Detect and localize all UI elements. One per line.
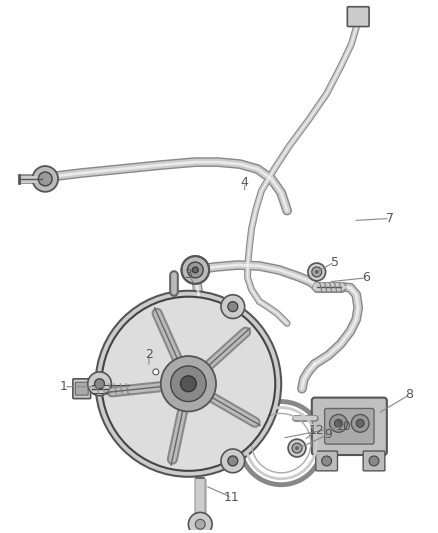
Circle shape bbox=[88, 372, 111, 395]
Circle shape bbox=[38, 172, 52, 186]
Circle shape bbox=[32, 166, 58, 192]
Circle shape bbox=[369, 456, 379, 466]
Circle shape bbox=[315, 270, 319, 274]
Text: 11: 11 bbox=[224, 491, 240, 504]
Text: 7: 7 bbox=[386, 212, 394, 225]
Circle shape bbox=[95, 290, 281, 477]
FancyBboxPatch shape bbox=[316, 451, 337, 471]
Circle shape bbox=[195, 519, 205, 529]
Circle shape bbox=[356, 419, 364, 427]
Text: 1: 1 bbox=[60, 380, 68, 393]
Circle shape bbox=[221, 449, 245, 473]
Circle shape bbox=[161, 356, 216, 411]
Text: 4: 4 bbox=[241, 176, 249, 189]
Circle shape bbox=[288, 439, 306, 457]
Text: 2: 2 bbox=[145, 348, 153, 361]
Text: 12: 12 bbox=[309, 424, 325, 437]
Text: 6: 6 bbox=[362, 271, 370, 285]
FancyBboxPatch shape bbox=[347, 7, 369, 27]
FancyBboxPatch shape bbox=[73, 379, 91, 399]
Text: 8: 8 bbox=[406, 388, 413, 401]
Circle shape bbox=[221, 295, 245, 319]
FancyBboxPatch shape bbox=[325, 408, 374, 444]
Circle shape bbox=[228, 302, 238, 312]
FancyBboxPatch shape bbox=[75, 382, 88, 395]
Text: 9: 9 bbox=[325, 428, 332, 441]
FancyBboxPatch shape bbox=[312, 398, 387, 455]
Circle shape bbox=[292, 443, 302, 453]
Circle shape bbox=[95, 379, 105, 389]
Circle shape bbox=[308, 263, 325, 281]
Circle shape bbox=[148, 364, 164, 380]
Circle shape bbox=[180, 376, 196, 392]
Circle shape bbox=[171, 366, 206, 401]
Circle shape bbox=[351, 415, 369, 432]
Circle shape bbox=[335, 419, 343, 427]
Text: 3: 3 bbox=[184, 269, 192, 281]
Circle shape bbox=[295, 446, 299, 450]
Text: 5: 5 bbox=[331, 255, 339, 269]
Circle shape bbox=[312, 267, 321, 277]
Circle shape bbox=[228, 456, 238, 466]
Circle shape bbox=[192, 267, 198, 273]
FancyBboxPatch shape bbox=[363, 451, 385, 471]
Circle shape bbox=[153, 369, 159, 375]
Polygon shape bbox=[133, 350, 176, 394]
Circle shape bbox=[187, 262, 203, 278]
Circle shape bbox=[102, 297, 275, 471]
Circle shape bbox=[181, 256, 209, 284]
Circle shape bbox=[321, 456, 332, 466]
Circle shape bbox=[188, 512, 212, 533]
Circle shape bbox=[329, 415, 347, 432]
Text: 10: 10 bbox=[336, 420, 351, 433]
